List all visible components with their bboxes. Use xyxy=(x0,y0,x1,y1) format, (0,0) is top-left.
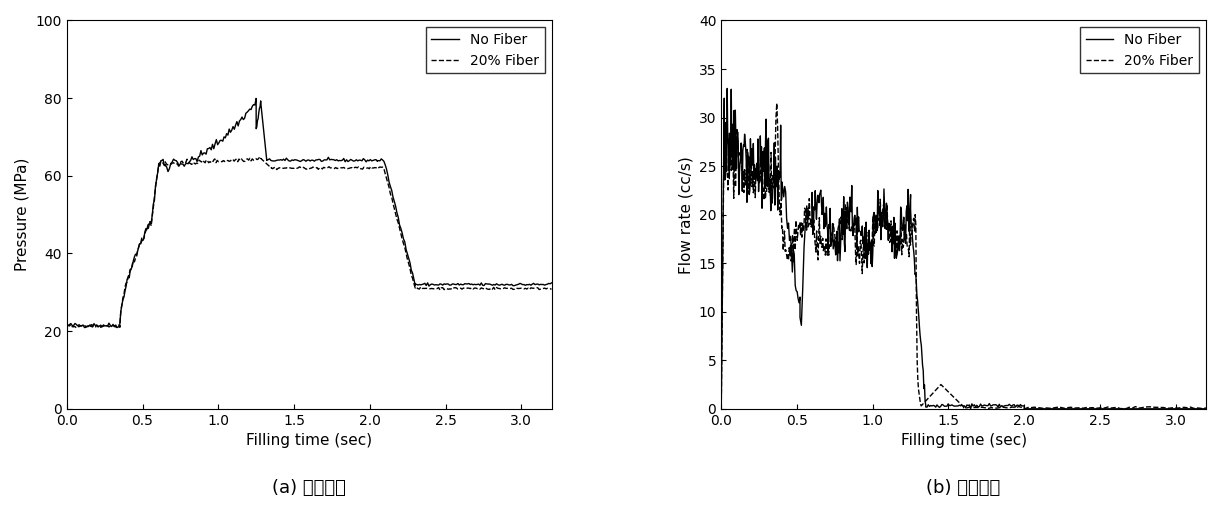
Y-axis label: Flow rate (cc/s): Flow rate (cc/s) xyxy=(678,156,694,273)
X-axis label: Filling time (sec): Filling time (sec) xyxy=(901,433,1027,448)
X-axis label: Filling time (sec): Filling time (sec) xyxy=(247,433,372,448)
Legend: No Fiber, 20% Fiber: No Fiber, 20% Fiber xyxy=(1081,28,1199,74)
Text: (b) 충진유량: (b) 충진유량 xyxy=(927,479,1001,497)
Legend: No Fiber, 20% Fiber: No Fiber, 20% Fiber xyxy=(426,28,545,74)
Y-axis label: Pressure (MPa): Pressure (MPa) xyxy=(15,158,31,271)
Text: (a) 충진압력: (a) 충진압력 xyxy=(272,479,346,497)
